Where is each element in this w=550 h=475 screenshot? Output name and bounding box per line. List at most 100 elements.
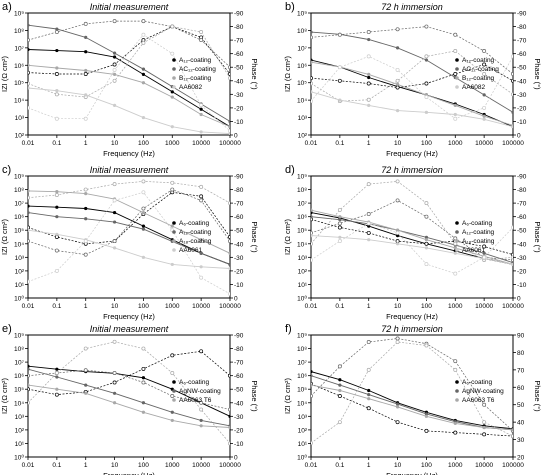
modulus-point [84, 383, 88, 387]
y-left-tick-label: 10⁸ [14, 187, 24, 194]
phase-point [112, 198, 117, 203]
plot-area [311, 336, 513, 446]
phase-line [311, 341, 513, 444]
phase-point [28, 70, 30, 75]
y-left-axis-title: IZI (Ω cm²) [0, 218, 9, 255]
modulus-point [55, 375, 59, 379]
plot-area [311, 24, 513, 129]
phase-point [112, 371, 117, 375]
y-left-tick-label: 10¹ [15, 441, 25, 448]
legend-marker [172, 398, 176, 402]
y-left-tick-label: 10⁴ [297, 98, 307, 105]
modulus-point [141, 376, 146, 380]
phase-point [228, 76, 230, 81]
y-right-tick-label: -90 [517, 174, 527, 181]
phase-point [54, 392, 59, 397]
y-left-axis-title: IZI (Ω cm²) [0, 377, 9, 414]
x-tick-label: 0.01 [22, 140, 35, 147]
legend-marker [172, 221, 176, 225]
y-right-axis-title: Phase (°) [533, 380, 542, 412]
modulus-line [311, 209, 513, 265]
modulus-point [228, 414, 230, 418]
phase-point [453, 49, 458, 53]
phase-line [311, 223, 513, 274]
y-right-tick-label: -20 [234, 427, 244, 434]
series-0 [28, 24, 230, 129]
x-tick-label: 0.1 [52, 303, 61, 310]
y-right-tick-label: -30 [517, 92, 527, 99]
modulus-point [141, 224, 146, 228]
x-tick-label: 10 [111, 303, 119, 310]
modulus-point [170, 410, 174, 414]
y-right-tick-label: -50 [234, 228, 244, 235]
modulus-point [199, 251, 203, 255]
phase-point [141, 32, 146, 37]
phase-point [424, 214, 429, 219]
phase-point [511, 54, 513, 59]
phase-line [311, 219, 513, 255]
series-3 [28, 190, 230, 296]
phase-point [28, 81, 30, 86]
x-tick-label: 0.01 [305, 462, 318, 469]
phase-line [311, 200, 513, 261]
x-axis-title: Frequency (Hz) [103, 312, 155, 321]
modulus-line [311, 235, 513, 265]
y-left-tick-label: 10⁹ [14, 174, 24, 181]
series-1 [311, 24, 513, 114]
x-tick-label: 100000 [219, 462, 241, 469]
phase-point [395, 67, 400, 72]
x-tick-label: 100 [138, 303, 149, 310]
modulus-point [170, 262, 174, 267]
phase-point [28, 195, 30, 200]
modulus-point [112, 55, 117, 59]
panel-title: Initial measurement [90, 165, 169, 175]
phase-line [311, 56, 513, 120]
legend-marker [455, 221, 459, 225]
modulus-point [482, 93, 486, 97]
modulus-point [311, 30, 313, 34]
legend-label: A₆-coating [179, 220, 209, 227]
y-left-tick-label: 10² [298, 133, 308, 140]
panel-2: c) Initial measurement 0.01 0.1 1 10 100 1000 10… [0, 164, 259, 321]
x-tick-label: 1000 [165, 462, 180, 469]
y-left-tick-label: 10⁷ [14, 201, 24, 208]
x-tick-label: 10000 [192, 140, 210, 147]
y-left-tick-label: 10⁸ [14, 28, 24, 35]
panel-label: e) [2, 323, 12, 335]
phase-point [170, 24, 175, 29]
phase-point [453, 72, 458, 76]
modulus-point [228, 125, 230, 129]
modulus-point [141, 115, 146, 120]
modulus-point [28, 189, 30, 193]
modulus-point [55, 387, 59, 391]
panel-label: f) [285, 323, 292, 335]
phase-point [112, 380, 117, 385]
y-left-tick-label: 10⁰ [297, 295, 307, 303]
legend-label: A₁₈-coating [179, 238, 212, 245]
modulus-line [28, 212, 230, 265]
phase-line [311, 338, 513, 432]
modulus-point [511, 428, 513, 432]
phase-point [395, 420, 400, 425]
legend-marker [172, 67, 176, 71]
phase-point [199, 198, 204, 203]
modulus-point [367, 224, 371, 228]
phase-point [83, 187, 88, 192]
phase-point [395, 27, 400, 32]
phase-point [28, 373, 30, 378]
y-right-tick-label: -30 [234, 414, 244, 421]
y-right-tick-label: -80 [517, 24, 527, 31]
phase-point [141, 206, 146, 211]
modulus-point [395, 242, 400, 246]
phase-point [170, 187, 175, 192]
panel-label: a) [2, 1, 12, 13]
phase-point [453, 116, 458, 121]
phase-point [424, 201, 429, 206]
x-tick-label: 0.01 [22, 303, 35, 310]
modulus-point [84, 192, 88, 196]
series-2 [28, 339, 230, 446]
x-tick-label: 100000 [219, 303, 241, 310]
phase-point [366, 30, 371, 34]
legend-label: AA6063 T6 [179, 397, 212, 404]
phase-point [83, 346, 88, 351]
